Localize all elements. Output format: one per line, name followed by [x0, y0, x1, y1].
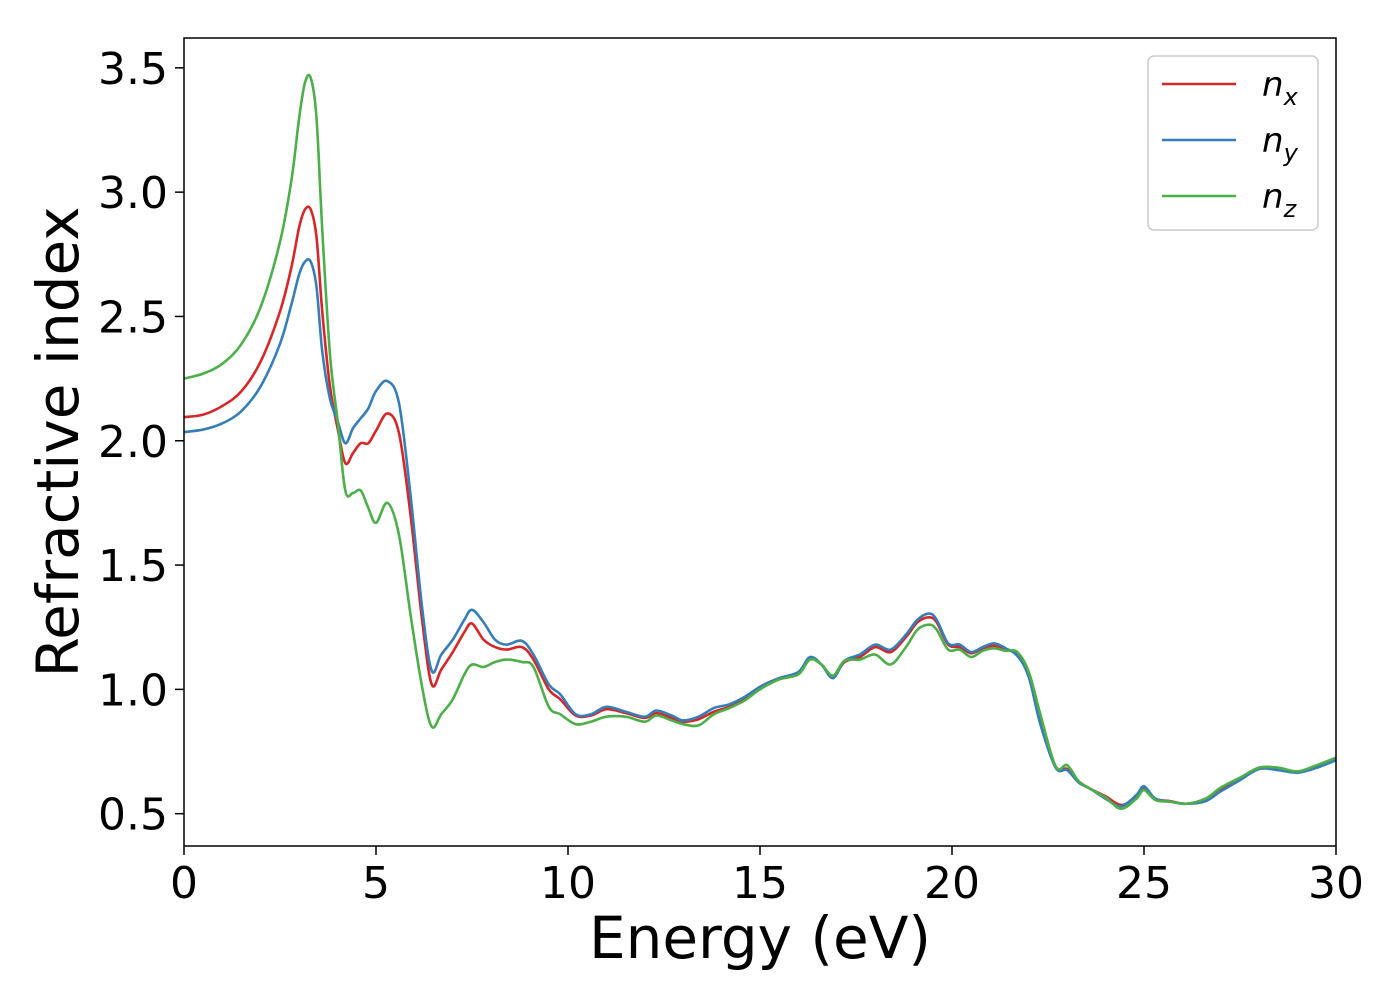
- y-tick-label: 2.5: [98, 292, 168, 343]
- x-tick-label: 25: [1116, 858, 1172, 909]
- y-tick-label: 0.5: [98, 790, 168, 841]
- legend-label: nz: [1262, 177, 1298, 223]
- x-tick-label: 5: [362, 858, 390, 909]
- legend-label-base: n: [1262, 121, 1284, 161]
- y-axis-label: Refractive index: [24, 206, 92, 677]
- x-tick-label: 30: [1308, 858, 1364, 909]
- y-tick-label: 3.5: [98, 44, 168, 95]
- series-line-ny: [184, 258, 1336, 808]
- x-axis-label: Energy (eV): [589, 904, 931, 972]
- series-line-nx: [184, 205, 1336, 807]
- legend-label-subscript: y: [1283, 139, 1299, 167]
- legend-box: [1147, 55, 1319, 231]
- y-tick-label: 2.0: [98, 417, 168, 468]
- y-tick-label: 1.5: [98, 541, 168, 592]
- x-axis-ticks: 0 5 10 15 20 25 30: [170, 846, 1364, 909]
- legend-label: nx: [1262, 65, 1299, 111]
- x-tick-label: 15: [732, 858, 788, 909]
- series-line-nz: [184, 73, 1336, 811]
- legend-label-base: n: [1262, 65, 1284, 105]
- x-tick-label: 10: [540, 858, 596, 909]
- y-tick-label: 1.0: [98, 665, 168, 716]
- legend-label-subscript: x: [1283, 83, 1299, 111]
- x-tick-label: 0: [170, 858, 198, 909]
- legend-label-base: n: [1262, 177, 1284, 217]
- legend-label: ny: [1262, 121, 1299, 167]
- plot-lines: [184, 73, 1336, 811]
- y-tick-label: 3.0: [98, 168, 168, 219]
- y-axis-ticks: 0.5 1.0 1.5 2.0 2.5 3.0 3.5: [98, 44, 184, 841]
- legend-label-subscript: z: [1283, 195, 1298, 223]
- x-tick-label: 20: [924, 858, 980, 909]
